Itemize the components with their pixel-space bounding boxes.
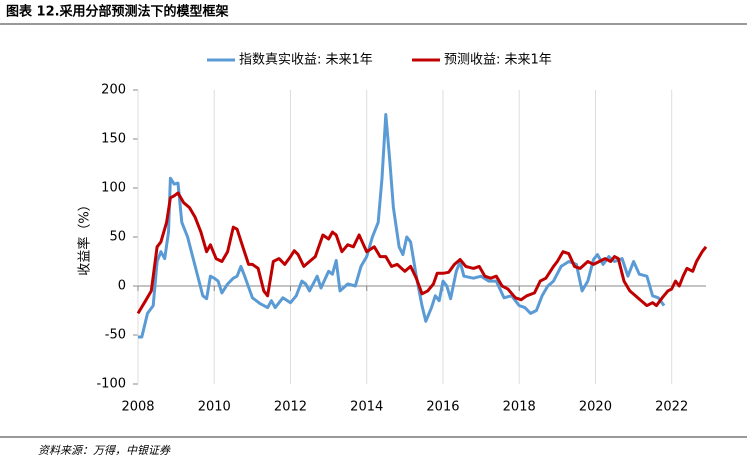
legend-label: 预测收益: 未来1年	[444, 53, 552, 68]
data-line	[136, 191, 708, 315]
y-axis-label: 收益率（%）	[77, 198, 93, 275]
x-tick-label: 2020	[579, 400, 612, 415]
x-tick-label: 2010	[198, 400, 231, 415]
y-tick-label: 150	[101, 132, 126, 147]
source-note: 资料来源：万得，中银证券	[38, 444, 171, 457]
legend-label: 指数真实收益: 未来1年	[239, 53, 373, 68]
x-tick-label: 2012	[274, 400, 307, 415]
y-tick-label: 0	[118, 279, 126, 294]
y-tick-label: -100	[96, 377, 126, 392]
data-line	[138, 113, 666, 339]
y-tick-label: -50	[105, 328, 126, 343]
y-tick-label: 100	[101, 181, 126, 196]
x-tick-label: 2018	[503, 400, 536, 415]
y-tick-label: 200	[101, 83, 126, 98]
x-tick-label: 2014	[350, 400, 383, 415]
x-tick-label: 2008	[121, 400, 154, 415]
chart-title: 图表 12.采用分部预测法下的模型框架	[6, 4, 229, 20]
x-tick-label: 2016	[426, 400, 459, 415]
y-tick-label: 50	[109, 230, 126, 245]
x-tick-label: 2022	[655, 400, 688, 415]
